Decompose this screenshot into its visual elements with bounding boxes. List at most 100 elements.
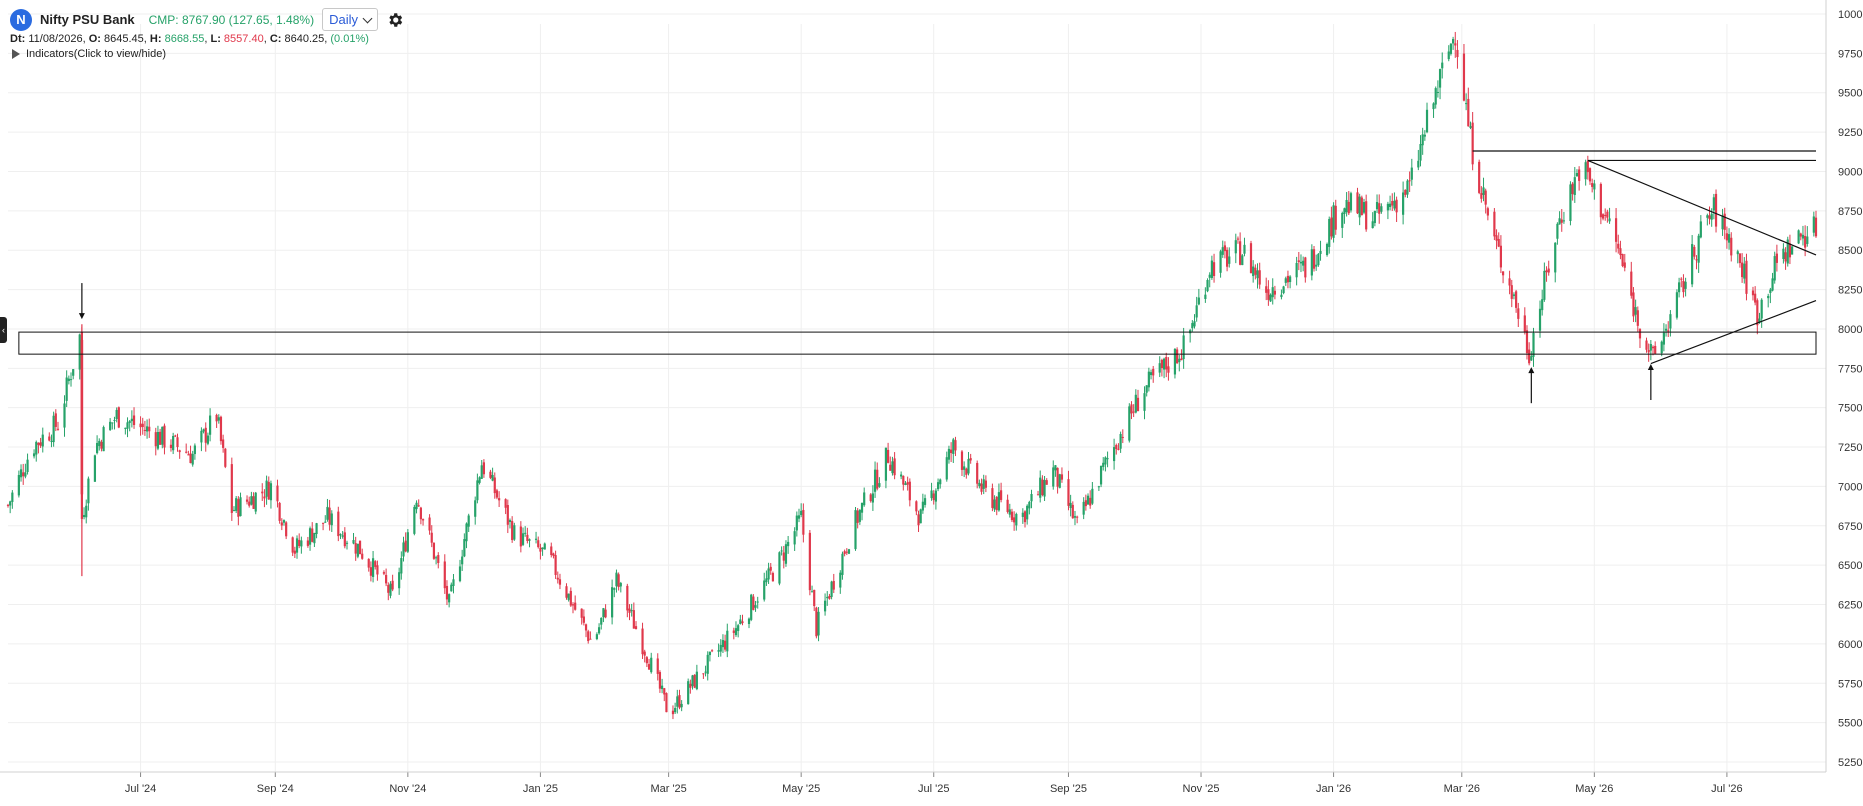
candle-body (574, 602, 577, 610)
candle-body (100, 441, 103, 449)
candle-body (361, 553, 364, 559)
candle-body (954, 440, 957, 451)
candle-body (1528, 349, 1531, 364)
candle-body (461, 556, 464, 565)
candle-body (1191, 323, 1194, 329)
x-tick-label: Nov '25 (1183, 783, 1220, 795)
indicators-toggle[interactable]: Indicators(Click to view/hide) (12, 48, 166, 60)
candle-body (1145, 385, 1148, 393)
candle-body (159, 431, 162, 445)
candle-body (330, 513, 333, 526)
candle-body (1751, 290, 1755, 296)
candle-body (1286, 275, 1290, 283)
candle-body (1801, 234, 1805, 239)
candle-body (1417, 160, 1420, 168)
candle-body (313, 532, 316, 544)
candle-body (923, 498, 927, 505)
candle-body (1317, 253, 1320, 266)
candle-body (406, 532, 409, 552)
candle-body (250, 496, 253, 505)
candle-body (550, 546, 553, 556)
candle-body (1578, 169, 1581, 181)
candle-body (371, 558, 375, 577)
change-value: (0.01%) (330, 33, 369, 45)
candle-body (1771, 278, 1774, 291)
candle-body (1730, 237, 1733, 256)
candle-body (1223, 245, 1227, 252)
candle-body (1419, 144, 1422, 161)
side-panel-handle[interactable]: ‹ (0, 317, 7, 343)
candle-body (1484, 190, 1487, 205)
candle-body (1180, 358, 1183, 361)
candle-body (1662, 332, 1665, 345)
candle-body (1634, 307, 1637, 315)
candle-body (139, 423, 142, 428)
candle-body (734, 628, 738, 636)
candle-body (311, 528, 314, 542)
gear-icon[interactable] (386, 11, 404, 29)
interval-select[interactable]: Daily (322, 8, 378, 31)
candle-body (432, 542, 436, 559)
candle-body (1499, 245, 1503, 268)
candle-body (26, 459, 29, 472)
candle-body (1234, 240, 1237, 254)
candle-body (934, 490, 938, 502)
candle-body (808, 532, 811, 591)
candle-body (1388, 203, 1392, 208)
candle-body (1573, 177, 1576, 196)
candle-body (1284, 278, 1287, 283)
candle-body (1462, 53, 1466, 101)
candle-body (526, 534, 529, 541)
candle-body (537, 540, 540, 548)
current-price: CMP: 8767.90 (127.65, 1.48%) (148, 12, 315, 27)
candle-body (847, 549, 851, 554)
candle-body (1769, 289, 1772, 293)
candle-body (1554, 242, 1557, 273)
candle-body (1465, 103, 1468, 105)
candle-body (856, 510, 859, 523)
candle-body (1071, 504, 1074, 519)
candle-body (584, 624, 588, 631)
candle-body (602, 608, 605, 618)
candle-body (430, 532, 433, 543)
candle-body (1297, 260, 1300, 262)
candle-body (1804, 236, 1807, 248)
candle-body (889, 464, 892, 471)
candle-body (478, 477, 481, 483)
arrow-head (78, 313, 85, 320)
candle-body (1406, 180, 1409, 195)
candle-body (445, 585, 449, 600)
y-tick-label: 7500 (1838, 403, 1862, 415)
candle-body (613, 588, 616, 590)
candle-body (269, 483, 273, 501)
candle-body (1173, 348, 1177, 375)
candle-body (1591, 183, 1594, 187)
candle-body (628, 608, 631, 613)
candle-body (1021, 512, 1024, 517)
candle-body (217, 417, 220, 421)
candle-body (265, 480, 268, 497)
candle-body (534, 538, 538, 540)
candle-body (1310, 249, 1313, 276)
candle-body (506, 505, 509, 525)
candle-body (463, 539, 466, 557)
candle-body (680, 703, 683, 708)
candle-body (1008, 509, 1011, 515)
candle-body (415, 502, 418, 510)
candle-body (747, 618, 751, 624)
candle-body (1013, 517, 1016, 523)
candle-body (1667, 330, 1670, 332)
candle-body (19, 469, 23, 478)
candle-body (1241, 255, 1244, 266)
candle-body (208, 415, 212, 435)
candle-body (50, 440, 53, 442)
candle-body (109, 421, 112, 430)
candle-body (784, 544, 788, 564)
candle-body (1195, 305, 1198, 318)
candle-body (1684, 281, 1687, 289)
candle-body (1147, 371, 1150, 388)
candle-body (617, 574, 620, 588)
spike-candle-body (80, 339, 84, 495)
